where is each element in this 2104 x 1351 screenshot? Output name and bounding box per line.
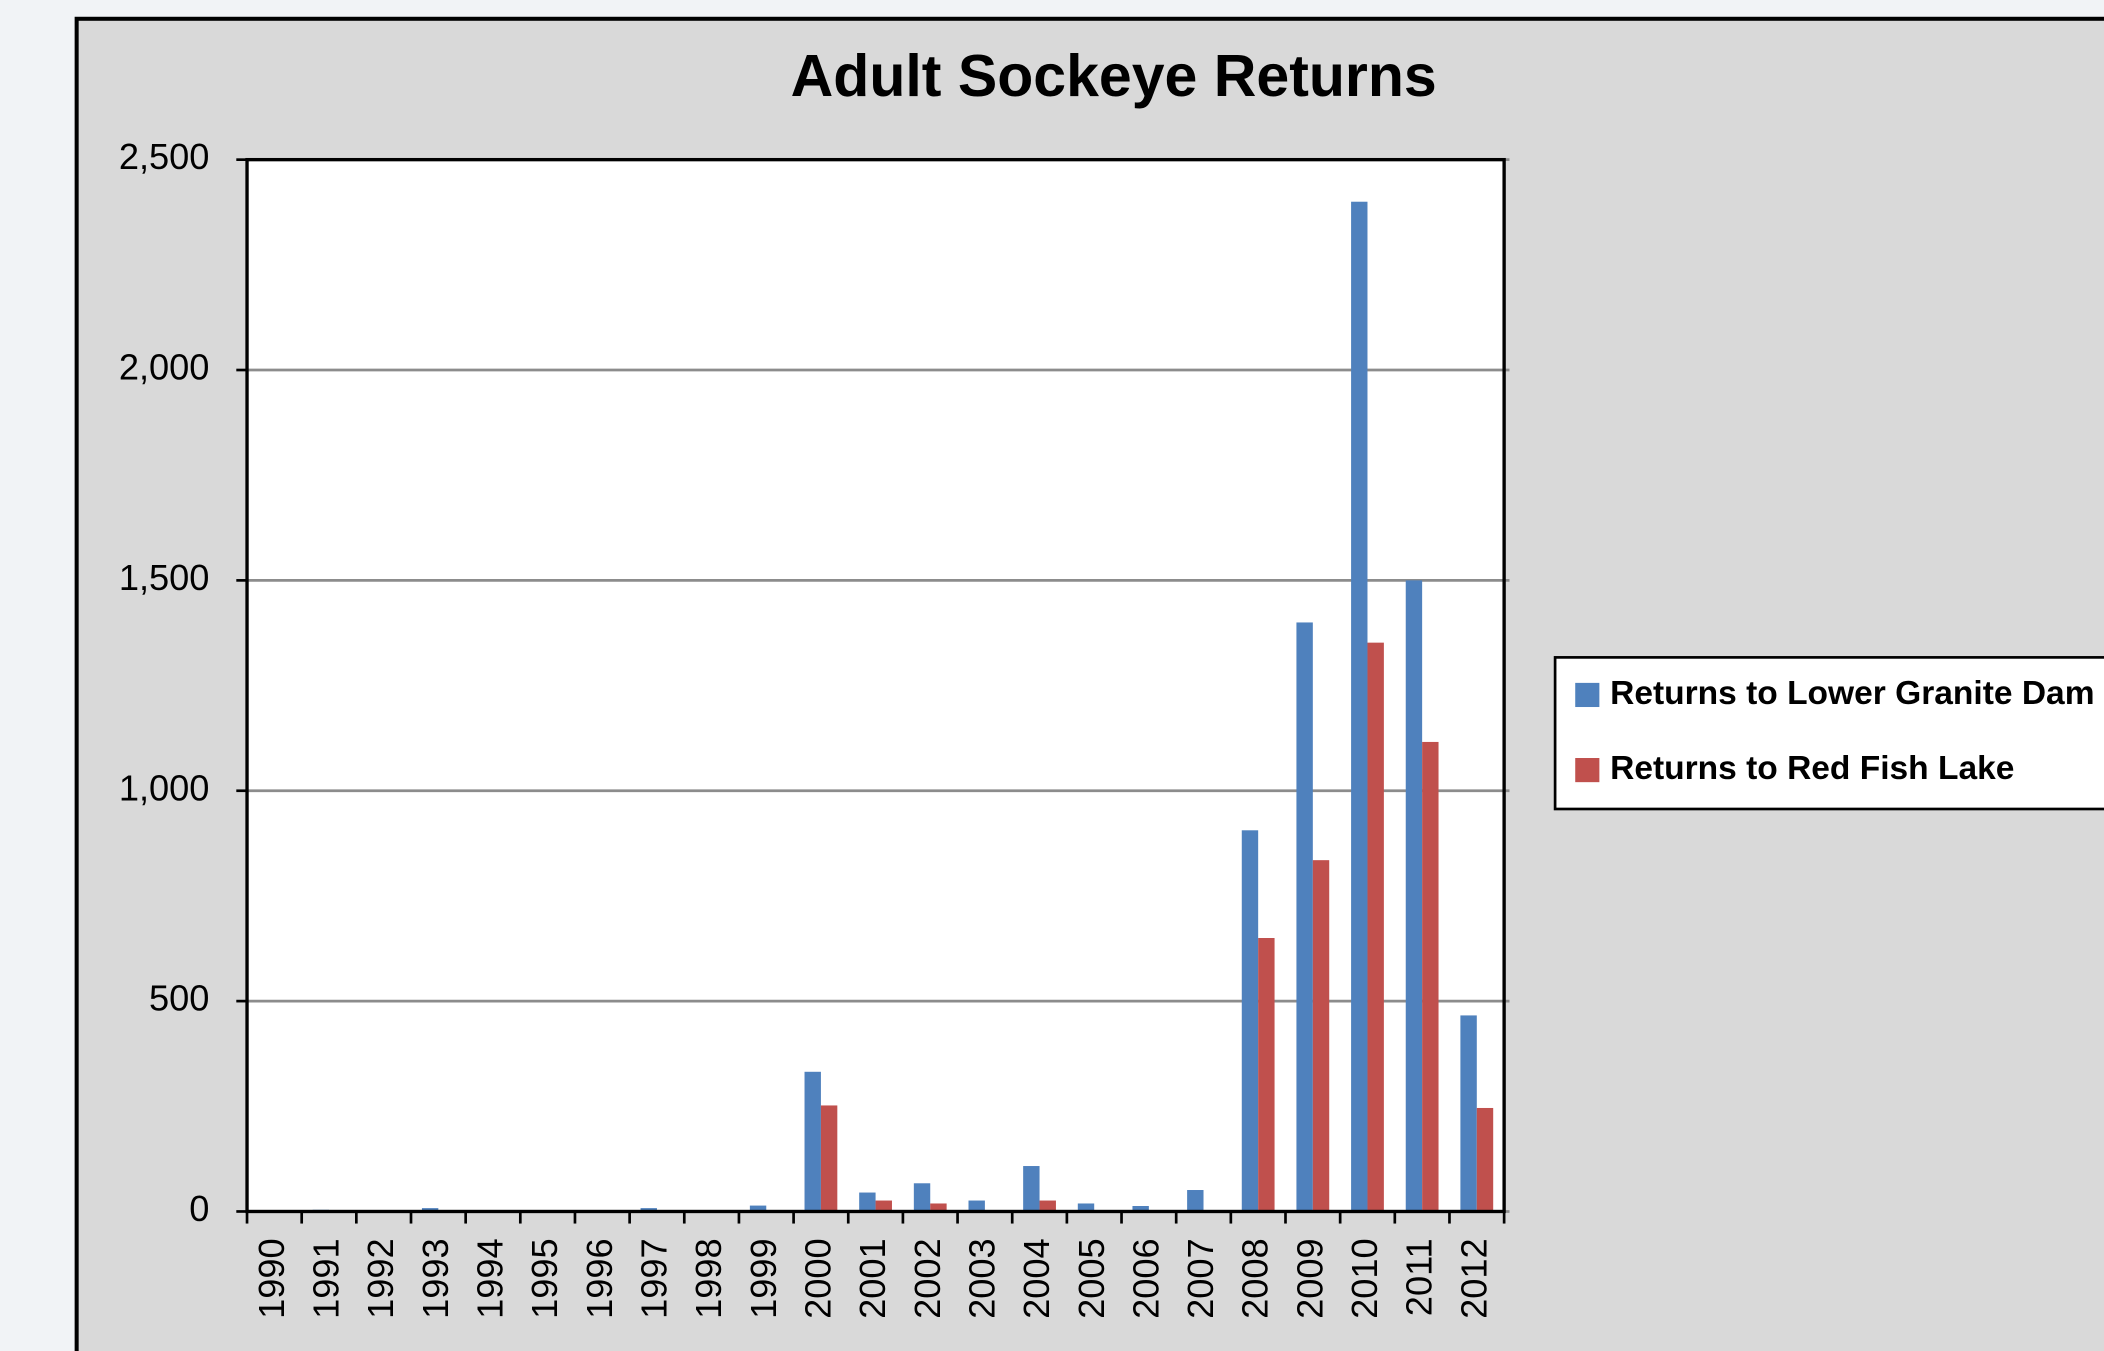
bar xyxy=(1405,580,1423,1212)
bar xyxy=(1023,1166,1040,1212)
x-tick-label: 1996 xyxy=(579,1238,620,1319)
bar xyxy=(859,1192,876,1212)
bar xyxy=(1241,830,1259,1212)
legend-entries: Returns to Lower Granite Dam Returns to R… xyxy=(1575,675,2095,787)
bar xyxy=(1187,1190,1204,1212)
x-tick-label: 1998 xyxy=(688,1238,729,1319)
bar xyxy=(804,1071,821,1212)
legend-swatch xyxy=(1575,758,1600,783)
x-tick-label: 2004 xyxy=(1016,1238,1057,1319)
x-tick-label: 2002 xyxy=(907,1238,948,1319)
bar xyxy=(1039,1200,1056,1212)
bar xyxy=(1258,937,1275,1212)
bar xyxy=(1351,201,1368,1212)
x-tick-label: 2010 xyxy=(1344,1238,1385,1319)
bar xyxy=(1312,860,1330,1212)
bar xyxy=(930,1203,947,1212)
bar xyxy=(749,1205,767,1212)
x-tick-label: 2000 xyxy=(797,1238,838,1319)
bar xyxy=(1422,741,1439,1212)
bar xyxy=(820,1105,838,1212)
bar xyxy=(1296,622,1313,1212)
chart-title: Adult Sockeye Returns xyxy=(791,43,1437,109)
x-tick-label: 2001 xyxy=(852,1238,893,1319)
y-tick-label: 500 xyxy=(149,978,209,1019)
x-tick-label: 1995 xyxy=(524,1238,565,1319)
x-tick-label: 1990 xyxy=(251,1238,292,1319)
bar xyxy=(968,1200,985,1212)
labels: 0 500 1,000 1,500 2,000 2,500 1990 1991 1992 1993… xyxy=(119,136,1506,1319)
bar xyxy=(421,1208,439,1212)
bar xyxy=(875,1200,892,1212)
x-tick-label: 1991 xyxy=(306,1238,347,1319)
legend xyxy=(1553,656,2104,811)
bar xyxy=(1476,1107,1494,1212)
x-tick-label: 2007 xyxy=(1180,1238,1221,1319)
x-tick-label: 2009 xyxy=(1289,1238,1330,1319)
legend-label: Returns to Red Fish Lake xyxy=(1610,750,2014,787)
x-tick-label: 1999 xyxy=(743,1238,784,1319)
x-tick-label: 1992 xyxy=(360,1238,401,1319)
bar xyxy=(913,1183,931,1212)
y-tick-label: 2,500 xyxy=(119,136,210,177)
x-tick-label: 2011 xyxy=(1399,1238,1440,1316)
bar xyxy=(1077,1203,1095,1212)
bar xyxy=(1132,1206,1149,1212)
bar xyxy=(1460,1015,1477,1212)
plot-area xyxy=(247,159,1505,1212)
x-tick-label: 2008 xyxy=(1235,1238,1276,1319)
bar xyxy=(1367,642,1384,1212)
x-tick-label: 2012 xyxy=(1453,1238,1494,1319)
x-tick-label: 1997 xyxy=(634,1238,675,1319)
y-tick-label: 1,000 xyxy=(119,767,210,808)
legend-swatch xyxy=(1575,682,1600,708)
x-tick-label: 2006 xyxy=(1125,1238,1166,1319)
x-tick-label: 2003 xyxy=(961,1238,1002,1319)
x-tick-label: 2005 xyxy=(1071,1238,1112,1319)
y-tick-label: 1,500 xyxy=(119,557,210,598)
bar xyxy=(640,1208,657,1212)
y-tick-label: 2,000 xyxy=(119,347,210,388)
x-tick-label: 1993 xyxy=(415,1238,456,1319)
plot-border xyxy=(245,157,1506,1214)
x-tick-label: 1994 xyxy=(470,1238,511,1319)
legend-label: Returns to Lower Granite Dam xyxy=(1610,675,2094,712)
y-tick-label: 0 xyxy=(189,1188,209,1229)
